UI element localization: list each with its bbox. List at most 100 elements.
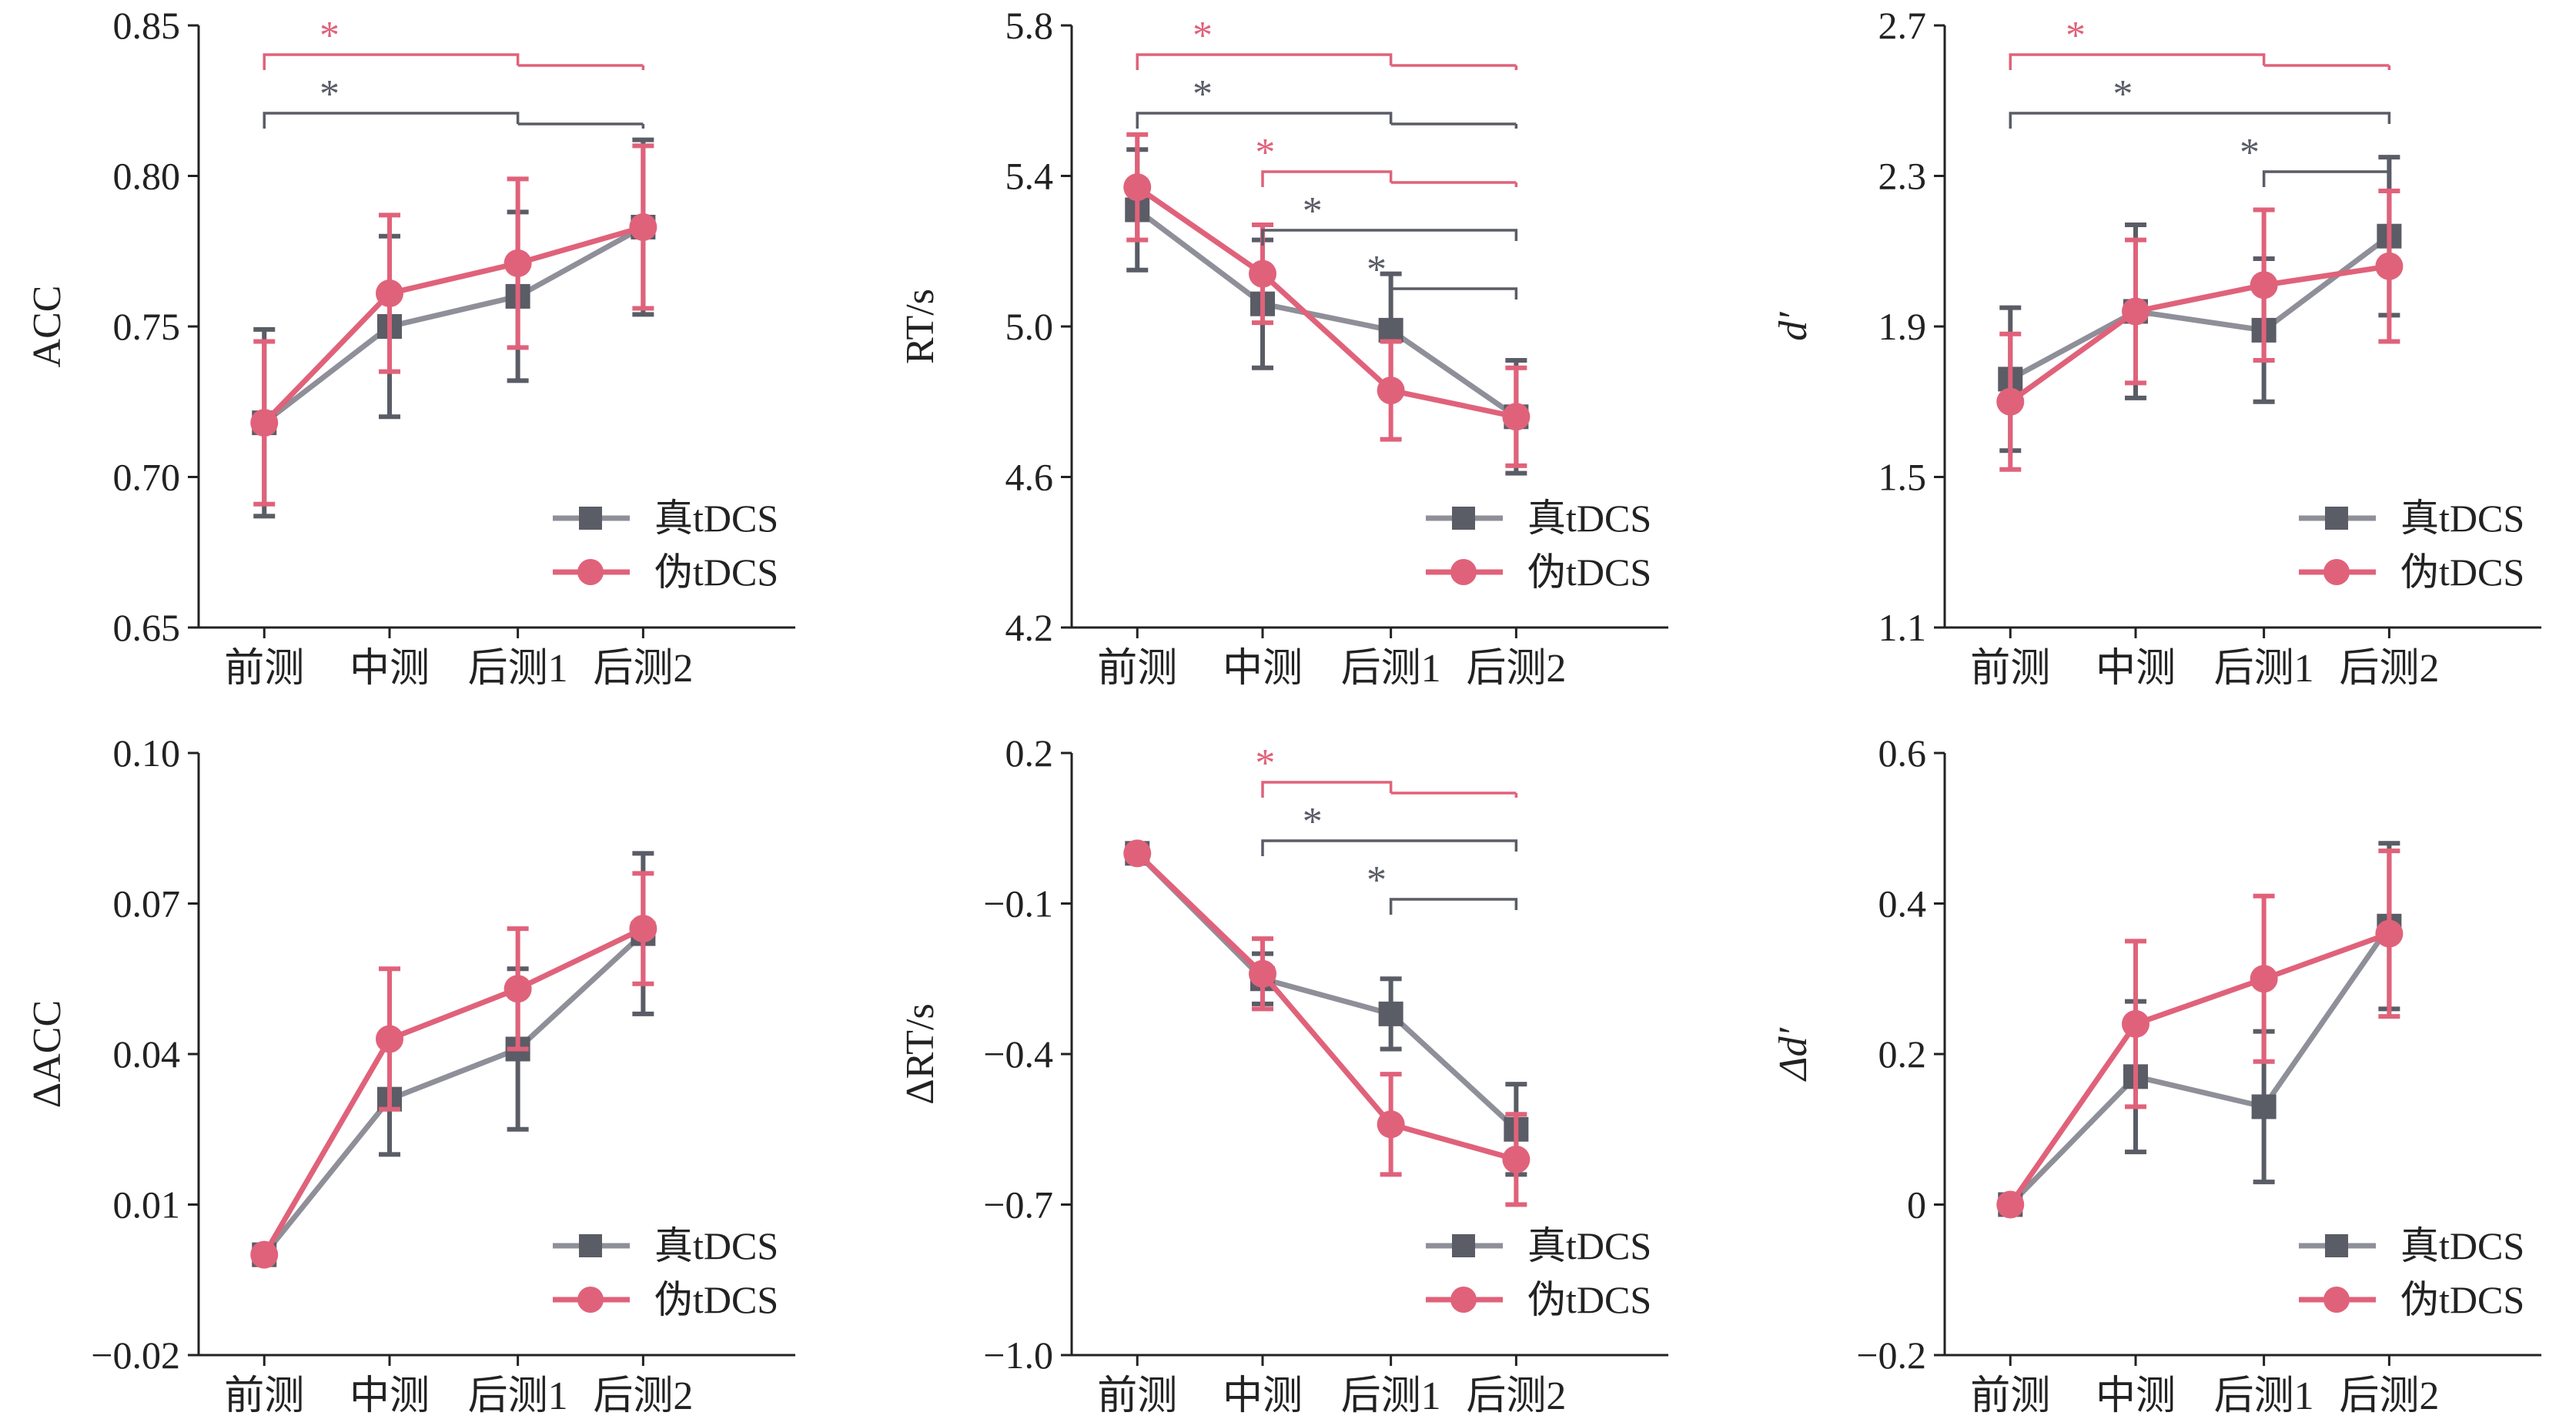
chart-panel-2: 5.8 5.4 5.0 4.6 4.2 RT/s 前测 中测 后测1 后测2 * * * * * 真tDCS 伪… bbox=[898, 4, 1668, 691]
y-tick-label: 5.8 bbox=[1005, 4, 1054, 47]
legend-label-sham: 伪tDCS bbox=[2400, 551, 2524, 594]
y-tick-label: −0.2 bbox=[1856, 1334, 1926, 1377]
x-tick-label: 后测2 bbox=[593, 1374, 693, 1418]
series-line-sham bbox=[2009, 263, 2390, 404]
significance-star: * bbox=[319, 14, 340, 58]
x-tick-label: 中测 bbox=[1223, 1374, 1303, 1418]
legend-label-sham: 伪tDCS bbox=[1527, 1278, 1651, 1321]
data-point-sham bbox=[503, 249, 532, 277]
significance-star: * bbox=[2240, 131, 2260, 175]
data-point-real bbox=[2251, 1094, 2277, 1119]
y-tick-label: 0.04 bbox=[113, 1032, 181, 1076]
data-point-sham bbox=[1249, 259, 1276, 288]
legend-label-real: 真tDCS bbox=[2400, 1224, 2524, 1267]
y-tick-label: 0 bbox=[1907, 1183, 1926, 1227]
data-point-sham bbox=[2250, 965, 2278, 993]
y-tick-label: −0.4 bbox=[983, 1032, 1053, 1076]
y-tick-label: 0.2 bbox=[1005, 731, 1054, 775]
significance-star: * bbox=[1193, 14, 1213, 58]
significance-bracket bbox=[1389, 287, 1518, 304]
y-tick-label: 4.2 bbox=[1005, 606, 1054, 649]
y-axis-label: d′ bbox=[1771, 311, 1815, 341]
data-point-sham bbox=[629, 213, 657, 241]
x-tick-label: 后测2 bbox=[1466, 1374, 1566, 1418]
y-tick-label: −1.0 bbox=[983, 1334, 1053, 1377]
significance-star: * bbox=[319, 72, 340, 116]
data-point-sham bbox=[250, 1240, 279, 1269]
legend-marker-sham bbox=[1450, 1287, 1477, 1313]
significance-bracket bbox=[1261, 781, 1393, 798]
x-tick-label: 后测1 bbox=[2214, 1374, 2314, 1418]
legend-label-real: 真tDCS bbox=[654, 497, 778, 540]
legend-label-sham: 伪tDCS bbox=[1527, 551, 1651, 594]
significance-bracket bbox=[1261, 170, 1393, 187]
chart-panel-5: 0.2 −0.1 −0.4 −0.7 −1.0 ΔRT/s 前测 中测 后测1 后测2 * * * 真tD… bbox=[898, 731, 1668, 1418]
x-tick-label: 前测 bbox=[1097, 1374, 1177, 1418]
data-point-sham bbox=[2122, 297, 2149, 326]
significance-bracket bbox=[263, 53, 520, 70]
significance-bracket bbox=[1136, 112, 1393, 129]
series-line-sham bbox=[2008, 931, 2390, 1206]
data-point-sham bbox=[376, 279, 403, 307]
x-tick-label: 后测1 bbox=[2214, 647, 2314, 691]
significance-star: * bbox=[2113, 72, 2133, 116]
data-point-sham bbox=[2375, 919, 2404, 948]
significance-star: * bbox=[1367, 858, 1387, 902]
chart-panel-3: 2.7 2.3 1.9 1.5 1.1 d′ 前测 中测 后测1 后测2 * * * 真tDCS 伪tDCS bbox=[1771, 4, 2541, 691]
data-point-sham bbox=[1377, 377, 1405, 405]
legend-marker-sham bbox=[1450, 559, 1477, 585]
data-point-sham bbox=[1996, 1190, 2025, 1219]
x-tick-label: 前测 bbox=[1970, 647, 2050, 691]
y-tick-label: 5.4 bbox=[1005, 155, 1054, 198]
legend-label-sham: 伪tDCS bbox=[654, 1278, 778, 1321]
significance-bracket bbox=[1136, 53, 1393, 70]
data-point-sham bbox=[1996, 387, 2025, 416]
significance-bracket bbox=[2262, 170, 2391, 187]
significance-bracket bbox=[2009, 53, 2266, 70]
y-tick-label: 4.6 bbox=[1005, 456, 1054, 499]
significance-bracket bbox=[1261, 229, 1518, 246]
x-tick-label: 后测1 bbox=[1341, 1374, 1441, 1418]
data-point-sham bbox=[2375, 252, 2404, 280]
legend-label-sham: 伪tDCS bbox=[2400, 1278, 2524, 1321]
significance-bracket bbox=[1389, 898, 1518, 915]
legend-label-real: 真tDCS bbox=[1527, 1224, 1651, 1267]
significance-bracket bbox=[1261, 839, 1518, 856]
significance-star: * bbox=[1255, 131, 1275, 175]
series-line-real bbox=[1135, 851, 1518, 1132]
chart-panel-4: 0.10 0.07 0.04 0.01 −0.02 ΔACC 前测 中测 后测1 后测2 真tDCS… bbox=[25, 731, 795, 1418]
x-tick-label: 后测2 bbox=[2339, 647, 2439, 691]
y-tick-label: 0.2 bbox=[1878, 1032, 1927, 1076]
x-tick-label: 前测 bbox=[224, 1374, 304, 1418]
significance-star: * bbox=[1303, 800, 1323, 844]
data-point-sham bbox=[1249, 959, 1276, 988]
x-tick-label: 后测2 bbox=[593, 647, 693, 691]
y-tick-label: 0.4 bbox=[1878, 882, 1927, 925]
legend-marker-real bbox=[2325, 507, 2348, 530]
series-line-real bbox=[2009, 233, 2391, 382]
y-tick-label: 0.75 bbox=[113, 305, 181, 348]
series-line-real bbox=[1136, 207, 1518, 420]
y-tick-label: 0.01 bbox=[113, 1183, 181, 1227]
x-tick-label: 中测 bbox=[350, 1374, 430, 1418]
legend-marker-real bbox=[2325, 1234, 2348, 1257]
data-point-sham bbox=[1502, 1145, 1531, 1173]
x-tick-label: 中测 bbox=[350, 647, 430, 691]
y-tick-label: 0.85 bbox=[113, 4, 181, 47]
x-tick-label: 中测 bbox=[2096, 647, 2176, 691]
data-point-sham bbox=[1377, 1110, 1405, 1139]
series-line-real bbox=[262, 932, 645, 1257]
legend-marker-real bbox=[579, 1234, 602, 1257]
y-axis-label: ACC bbox=[25, 286, 69, 368]
y-axis-label: RT/s bbox=[898, 289, 942, 364]
y-tick-label: 1.5 bbox=[1878, 456, 1927, 499]
legend-marker-real bbox=[1452, 507, 1475, 530]
x-tick-label: 后测1 bbox=[468, 1374, 568, 1418]
data-point-real bbox=[1378, 317, 1403, 343]
y-tick-label: 0.70 bbox=[113, 456, 181, 499]
significance-bracket bbox=[263, 112, 520, 129]
y-tick-label: 2.7 bbox=[1878, 4, 1927, 47]
chart-panel-6: 0.6 0.4 0.2 0 −0.2 Δd′ 前测 中测 后测1 后测2 真tDCS 伪tDCS bbox=[1771, 731, 2541, 1418]
legend-marker-sham bbox=[577, 559, 604, 585]
